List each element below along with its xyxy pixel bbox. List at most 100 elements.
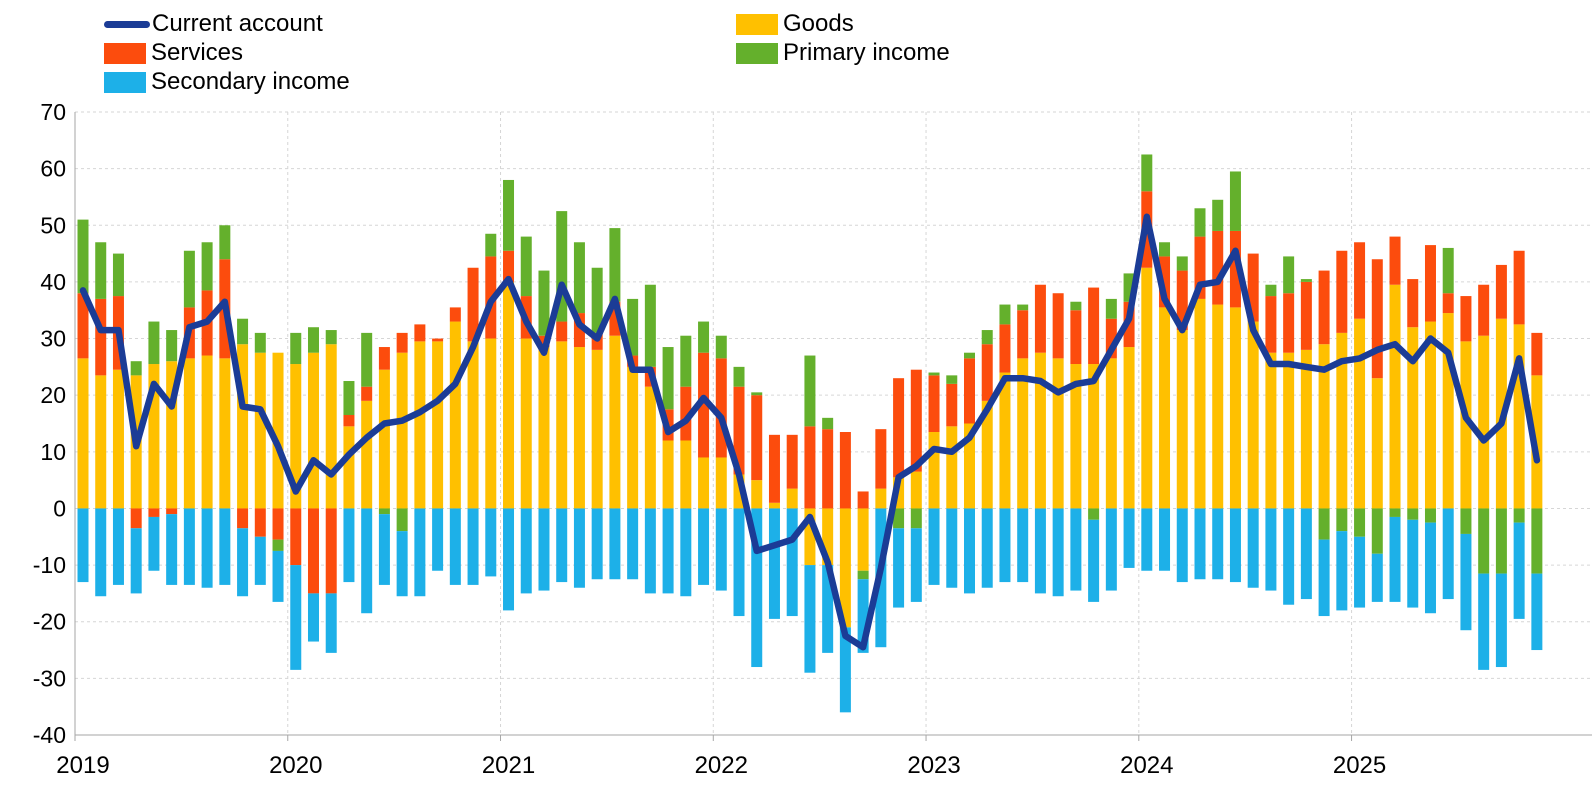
bar-segment [414,341,426,509]
bar-segment [1442,508,1454,600]
bar-segment [1105,298,1117,319]
bar-segment [325,344,337,509]
bar-segment [1070,310,1082,365]
bar-segment [1336,250,1348,333]
bar-segment [396,531,408,597]
bar-segment [361,508,373,614]
bar-segment [1088,364,1100,509]
bar-segment [396,332,408,353]
bar-segment [1088,287,1100,365]
bar-segment [839,432,851,509]
y-tick-label: 50 [40,212,66,238]
bar-segment [1265,284,1277,297]
bar-segment [1460,341,1472,509]
bar-segment [999,304,1011,325]
x-year-label: 2025 [1333,752,1386,779]
bar-segment [893,528,905,608]
bar-segment [307,352,319,509]
bar-segment [112,508,124,585]
legend-label: Goods [783,10,854,37]
bar-series-primary_income [77,154,1543,580]
bar-segment [77,219,89,294]
bar-segment [1478,284,1490,336]
bar-segment [822,508,834,566]
bar-segment [822,417,834,430]
bar-segment [662,347,674,410]
bar-segment [751,395,763,481]
bar-segment [1513,508,1525,523]
bar-segment [1070,301,1082,311]
bar-segment [237,528,249,597]
bar-segment [219,358,231,509]
bar-segment [307,327,319,353]
bar-segment [432,338,444,342]
y-tick-label: -40 [33,722,66,748]
bar-segment [485,508,497,577]
y-tick-label: 70 [40,99,66,125]
bar-segment [964,508,975,594]
bar-segment [1495,508,1507,574]
bar-segment [325,508,337,594]
y-tick-label: 10 [40,439,66,465]
bar-segment [1407,327,1419,509]
bar-segment [1105,508,1117,591]
bar-segment [307,593,319,642]
bar-segment [609,508,621,580]
bar-segment [946,383,958,427]
bar-segment [857,570,869,580]
bar-segment [910,369,922,472]
x-year-label: 2024 [1120,752,1173,779]
bar-segment [1354,508,1366,537]
bar-segment [166,508,178,515]
bar-segment [999,324,1011,373]
bar-segment [1318,539,1330,617]
bar-segment [1141,267,1153,509]
bar-segment [148,321,160,365]
bar-segment [130,361,142,376]
bar-segment [95,242,107,299]
bar-segment [396,508,408,532]
y-tick-label: -30 [33,665,66,691]
y-tick-label: 20 [40,382,66,408]
bar-segment [680,508,692,597]
bar-segment [1371,378,1383,509]
bar-segment [857,491,869,509]
y-tick-label: -20 [33,609,66,635]
legend-label: Current account [152,10,323,37]
bar-segment [1141,508,1153,571]
bar-segment [1495,573,1507,668]
bar-segment [1265,296,1277,353]
bar-segment [1300,281,1312,350]
bar-segment [1407,519,1419,608]
bar-segment [981,344,993,401]
bar-segment [1123,508,1135,568]
bar-segment [733,474,745,509]
bar-segment [1424,522,1436,614]
bar-segment [361,332,373,387]
bar-segment [1283,352,1295,509]
bar-segment [1513,522,1525,619]
bar-segment [715,508,727,591]
legend-item-secondary-income: Secondary income [104,67,350,97]
bar-segment [538,270,550,336]
bar-segment [786,488,798,509]
bar-segment [148,508,160,517]
bar-segment [1478,508,1490,574]
bar-segment [449,307,461,322]
bar-segment [609,335,621,509]
bar-segment [591,349,603,509]
bar-segment [254,332,266,353]
x-year-label: 2021 [482,752,535,779]
bar-segment [343,381,355,415]
bar-segment [485,233,497,257]
bar-segment [928,508,940,585]
bar-segment [112,253,124,297]
legend-item-current-account: Current account [104,9,323,39]
bar-segment [573,508,585,588]
bar-segment [1389,516,1401,602]
bar-segment [1371,553,1383,602]
bar-segment [1283,293,1295,353]
bar-segment [1407,508,1419,520]
bar-segment [538,347,550,509]
